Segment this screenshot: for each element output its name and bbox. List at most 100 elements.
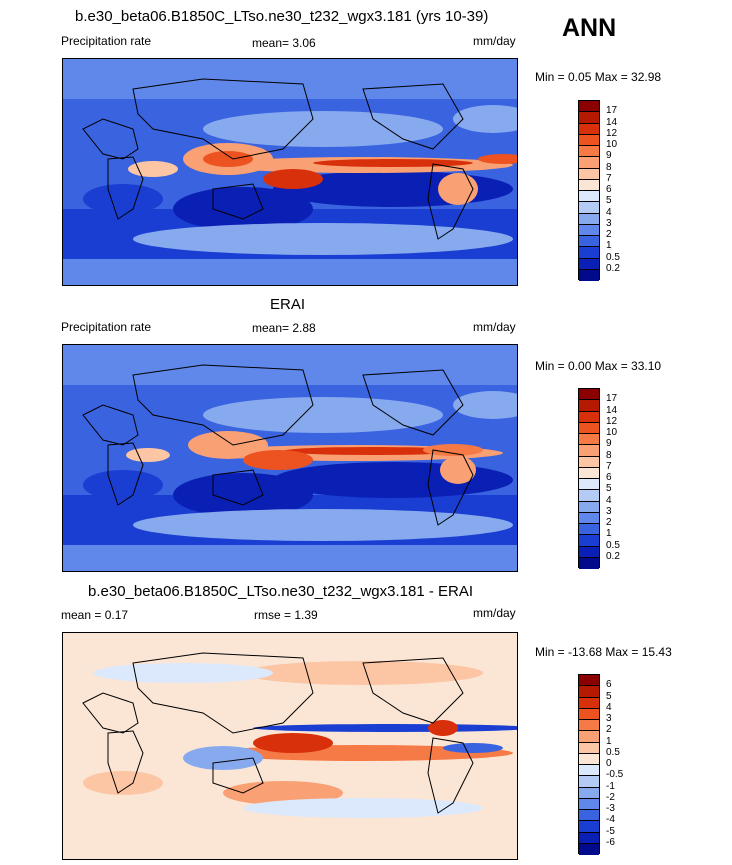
colorbar-tick-label: 12	[606, 127, 618, 139]
colorbar-segment	[579, 798, 599, 810]
map-model-field	[63, 59, 517, 285]
panel-rmse-label-diff: rmse = 1.39	[254, 608, 318, 622]
colorbar-tick-label: 6	[606, 472, 612, 483]
panel-units-model: mm/day	[473, 34, 516, 48]
colorbar-tick-label: 1	[606, 735, 612, 747]
colorbar-tick-label: 4	[606, 701, 612, 713]
colorbar-tick-label: 0.5	[606, 251, 620, 263]
colorbar-segment	[579, 697, 599, 709]
colorbar-segment	[579, 742, 599, 754]
colorbar-segment	[579, 524, 599, 536]
colorbar-tick-label: -2	[606, 791, 615, 803]
colorbar-segment	[579, 557, 599, 569]
colorbar-segment	[579, 101, 599, 113]
colorbar-tick-label: 10	[606, 139, 618, 150]
panel-units-diff: mm/day	[473, 606, 516, 620]
colorbar-segment	[579, 112, 599, 124]
colorbar-segment	[579, 224, 599, 236]
colorbar-tick-label: 3	[606, 505, 612, 517]
colorbar-segment	[579, 445, 599, 457]
minmax-obs: Min = 0.00 Max = 33.10	[535, 359, 662, 373]
colorbar-tick-label: 3	[606, 217, 612, 229]
colorbar-tick-label: 5	[606, 483, 612, 495]
season-label: ANN	[562, 14, 617, 42]
colorbar-tick-label: 4	[606, 494, 612, 506]
colorbar-tick-label: 1	[606, 528, 612, 540]
colorbar-segment	[579, 456, 599, 468]
colorbar-segment	[579, 765, 599, 777]
panel-title-obs: ERAI	[270, 296, 306, 313]
colorbar-tick-label: 12	[606, 415, 618, 427]
panel-units-obs: mm/day	[473, 320, 516, 334]
colorbar-segment	[579, 467, 599, 479]
panel-title-diff: b.e30_beta06.B1850C_LTso.ne30_t232_wgx3.…	[88, 583, 474, 600]
colorbar-segment	[579, 411, 599, 423]
colorbar-segment	[579, 213, 599, 225]
colorbar-tick-label: 5	[606, 195, 612, 207]
panel-title-model: b.e30_beta06.B1850C_LTso.ne30_t232_wgx3.…	[75, 8, 489, 25]
colorbar-segment	[579, 810, 599, 822]
colorbar-segment	[579, 490, 599, 502]
colorbar-segment	[579, 843, 599, 855]
map-obs-field	[63, 345, 517, 571]
colorbar-tick-label: 14	[606, 404, 618, 416]
colorbar-segment	[579, 179, 599, 191]
colorbar-tick-label: -4	[606, 814, 615, 826]
panel-mean-label-model: mean= 3.06	[252, 36, 316, 50]
colorbar-segment	[579, 202, 599, 214]
colorbar-tick-label: 14	[606, 116, 618, 128]
colorbar-segment	[579, 168, 599, 180]
colorbar-tick-label: 8	[606, 161, 612, 173]
colorbar-segment	[579, 720, 599, 732]
colorbar-tick-label: 0.2	[606, 262, 620, 274]
colorbar-tick-label: 9	[606, 438, 612, 450]
colorbar-segment	[579, 157, 599, 169]
colorbar-tick-label: 1	[606, 240, 612, 252]
colorbar-segment	[579, 787, 599, 799]
colorbar-tick-label: 0.5	[606, 539, 620, 551]
minmax-model: Min = 0.05 Max = 32.98	[535, 70, 662, 84]
colorbar-segment	[579, 546, 599, 558]
colorbar-tick-label: -6	[606, 836, 615, 848]
colorbar-segment	[579, 389, 599, 401]
colorbar-tick-label: 5	[606, 690, 612, 702]
colorbar-segment	[579, 821, 599, 833]
colorbar-segment	[579, 479, 599, 491]
colorbar-tick-label: 0.2	[606, 550, 620, 562]
colorbar-segment	[579, 776, 599, 788]
map-diff	[62, 632, 518, 860]
colorbar-tick-label: 6	[606, 184, 612, 195]
colorbar-tick-label: 7	[606, 172, 612, 184]
colorbar-tick-label: 2	[606, 517, 612, 528]
colorbar-tick-label: 8	[606, 449, 612, 461]
colorbar-segment	[579, 258, 599, 270]
colorbar-tick-label: 6	[606, 679, 612, 691]
colorbar-tick-label: -1	[606, 780, 615, 792]
colorbar-tick-label: 17	[606, 105, 618, 117]
colorbar-tick-label: 4	[606, 206, 612, 218]
colorbar-segment	[579, 422, 599, 434]
colorbar-tick-label: 10	[606, 427, 618, 438]
colorbar-segment	[579, 731, 599, 743]
colorbar-tick-label: -0.5	[606, 769, 624, 781]
colorbar-tick-label: 0	[606, 758, 612, 769]
colorbar-segment	[579, 146, 599, 158]
colorbar-segment	[579, 708, 599, 720]
map-obs	[62, 344, 518, 572]
map-model	[62, 58, 518, 286]
colorbar-segment	[579, 400, 599, 412]
colorbar-segment	[579, 191, 599, 203]
colorbar-segment	[579, 686, 599, 698]
colorbar-tick-label: 3	[606, 713, 612, 724]
map-diff-field	[63, 633, 517, 859]
colorbar-segment	[579, 123, 599, 135]
panel-left-label-obs: Precipitation rate	[61, 320, 152, 334]
colorbar-segment	[579, 501, 599, 513]
colorbar-segment	[579, 134, 599, 146]
colorbar-tick-label: 2	[606, 724, 612, 736]
colorbar-tick-label: -3	[606, 803, 615, 814]
panel-left-label-model: Precipitation rate	[61, 34, 152, 48]
colorbar-segment	[579, 236, 599, 248]
colorbar-segment	[579, 247, 599, 259]
colorbar-segment	[579, 512, 599, 524]
